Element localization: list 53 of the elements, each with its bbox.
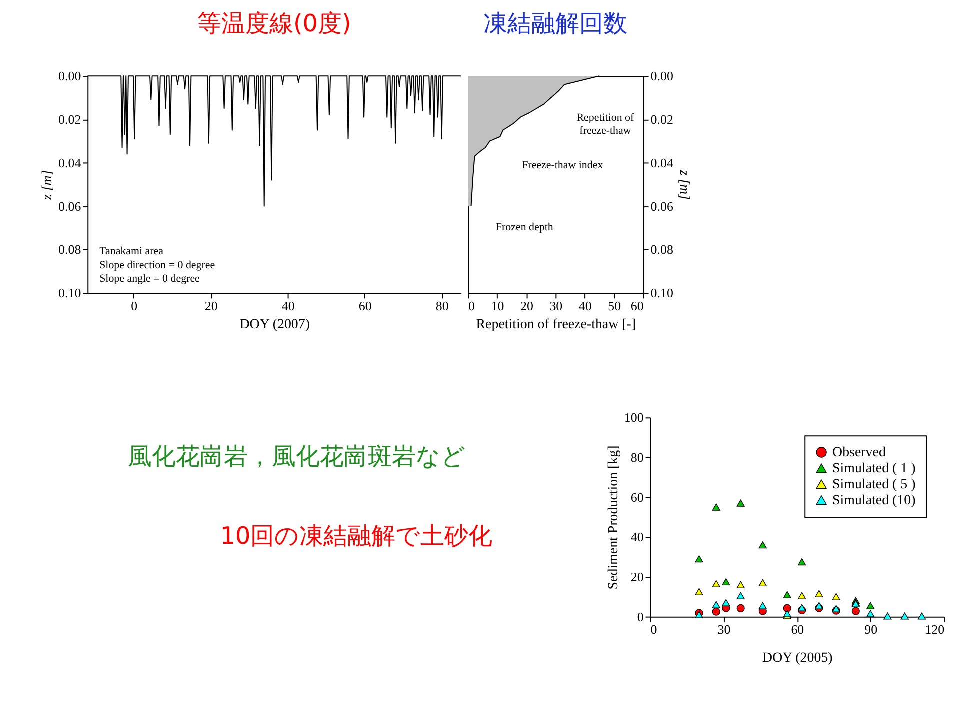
x-tick-label: 60 [791, 622, 804, 638]
x-tick-label: 0 [131, 298, 138, 314]
text: 風化花崗岩，風化花崗斑岩など [128, 442, 466, 470]
y-axis-title: Sediment Production [kg] [606, 446, 622, 590]
x-tick-label: 120 [925, 622, 945, 638]
y-tick-label: 40 [630, 530, 644, 545]
x-axis-title: DOY (2007) [240, 318, 310, 333]
y-axis-title: z [m] [676, 169, 692, 200]
x-tick-label: 10 [491, 298, 504, 314]
x-axis-title: Repetition of freeze-thaw [-] [476, 318, 636, 333]
y-tick-label: 100 [624, 410, 644, 426]
annotation: Slope angle = 0 degree [100, 273, 200, 286]
x-tick-label: 60 [358, 298, 372, 314]
y-tick-label: 0 [637, 609, 644, 624]
y-tick-label: 0.06 [650, 198, 674, 214]
x-tick-label: 40 [282, 298, 295, 314]
y-tick-label: 0.10 [58, 286, 82, 301]
annotation: Freeze-thaw index [522, 160, 604, 172]
y-tick-label: 0.04 [58, 155, 82, 170]
chart-title: 等温度線(0度) [197, 9, 352, 38]
y-tick-label: 0.00 [58, 68, 82, 84]
x-tick-label: 80 [436, 298, 449, 314]
y-tick-label: 60 [630, 490, 644, 505]
x-tick-label: 90 [864, 622, 878, 638]
text: 10回の凍結融解で土砂化 [220, 522, 493, 550]
x-tick-label: 20 [204, 298, 218, 314]
y-tick-label: 80 [630, 450, 644, 465]
x-tick-label: 40 [578, 298, 592, 314]
y-tick-label: 0.02 [58, 112, 82, 127]
annotation: Tanakami area [100, 245, 164, 258]
annotation: Repetition of freeze-thaw [576, 112, 635, 137]
x-tick-label: 0 [468, 298, 476, 314]
chart-title: 凍結融解回数 [484, 9, 628, 38]
y-tick-label: 0.08 [650, 242, 674, 258]
y-axis-title: z [m] [40, 170, 56, 202]
x-tick-label: 30 [718, 622, 731, 638]
x-tick-label: 20 [520, 298, 534, 314]
x-tick-label: 30 [550, 298, 563, 314]
legend-label: Simulated ( 5 ) [832, 477, 916, 492]
legend-label: Simulated ( 1 ) [832, 461, 916, 476]
y-tick-label: 0.06 [58, 198, 82, 214]
legend-label: Observed [832, 445, 886, 460]
y-tick-label: 0.08 [58, 242, 82, 258]
annotation: Slope direction = 0 degree [100, 259, 216, 272]
y-tick-label: 20 [630, 569, 644, 584]
x-tick-label: 50 [608, 298, 622, 314]
x-axis-title: DOY (2005) [762, 651, 834, 666]
y-tick-label: 0.00 [650, 68, 674, 84]
y-tick-label: 0.02 [650, 112, 674, 127]
annotation: Frozen depth [496, 221, 554, 234]
legend-label: Simulated (10) [832, 493, 916, 508]
y-tick-label: 0.10 [650, 286, 674, 301]
y-tick-label: 0.04 [650, 155, 674, 170]
